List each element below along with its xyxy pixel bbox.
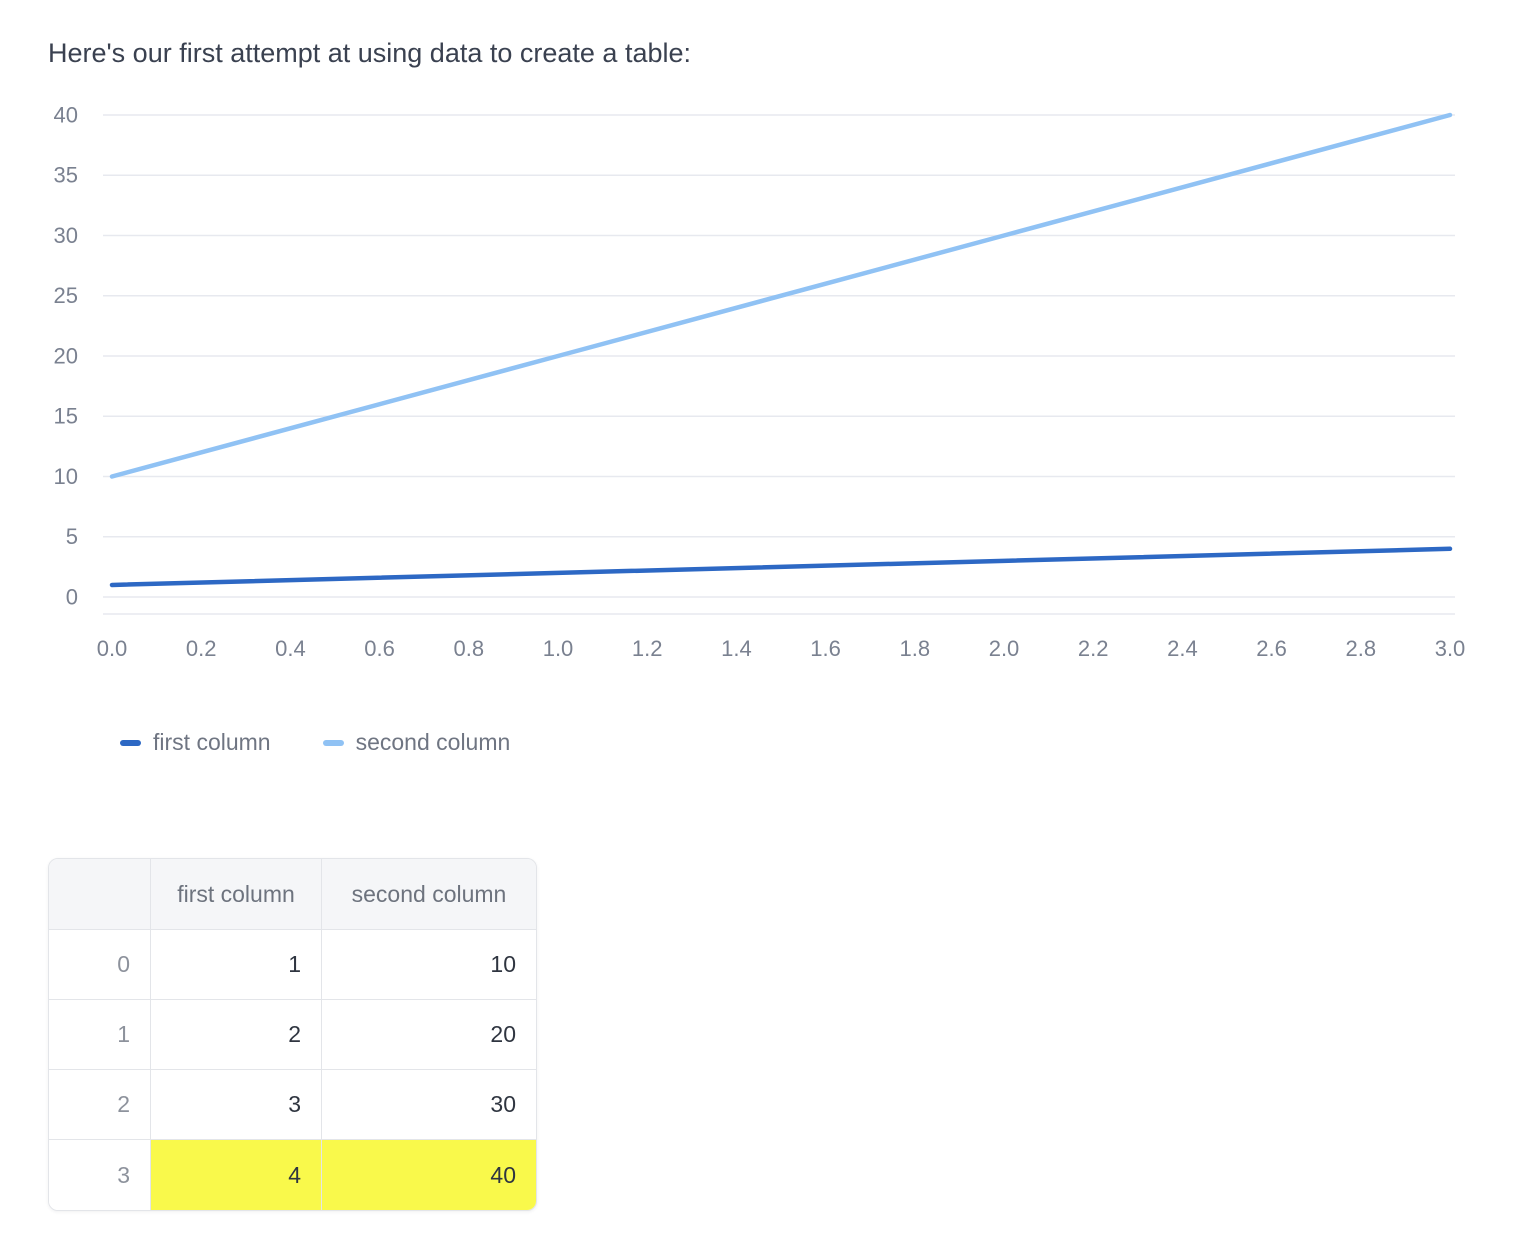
cell-second-column: 10 bbox=[322, 930, 536, 1000]
legend-label-first-column: first column bbox=[153, 729, 271, 755]
legend-label-second-column: second column bbox=[355, 729, 511, 755]
x-tick-label: 0.0 bbox=[97, 636, 128, 661]
legend-item-second-column: second column bbox=[322, 729, 511, 756]
y-tick-label: 10 bbox=[54, 464, 78, 489]
x-tick-label: 0.8 bbox=[454, 636, 485, 661]
x-tick-label: 2.4 bbox=[1167, 636, 1198, 661]
table-row-highlighted: 3 4 40 bbox=[49, 1140, 536, 1210]
y-tick-label: 5 bbox=[66, 524, 78, 549]
row-index: 0 bbox=[49, 930, 151, 1000]
x-tick-label: 1.0 bbox=[543, 636, 574, 661]
x-tick-label: 3.0 bbox=[1435, 636, 1466, 661]
header-first-column: first column bbox=[151, 859, 322, 930]
x-tick-label: 2.2 bbox=[1078, 636, 1109, 661]
cell-first-column: 2 bbox=[151, 1000, 322, 1070]
y-tick-label: 25 bbox=[54, 283, 78, 308]
x-tick-label: 0.6 bbox=[364, 636, 395, 661]
x-tick-label: 1.2 bbox=[632, 636, 663, 661]
x-tick-label: 1.6 bbox=[810, 636, 841, 661]
cell-second-column: 30 bbox=[322, 1070, 536, 1140]
y-tick-label: 35 bbox=[54, 163, 78, 188]
y-tick-label: 20 bbox=[54, 343, 78, 368]
table-row: 1 2 20 bbox=[49, 1000, 536, 1070]
table-header-row: first column second column bbox=[49, 859, 536, 930]
y-tick-label: 30 bbox=[54, 223, 78, 248]
x-tick-label: 1.8 bbox=[900, 636, 931, 661]
y-tick-label: 0 bbox=[66, 584, 78, 609]
chart: 0 5 10 15 20 25 30 35 40 0.0 0.2 0.4 0.6 0.8 1.0 1.2 1.4… bbox=[54, 102, 1466, 661]
header-second-column: second column bbox=[322, 859, 536, 930]
table-row: 2 3 30 bbox=[49, 1070, 536, 1140]
cell-first-column: 4 bbox=[151, 1140, 322, 1210]
x-tick-label: 2.8 bbox=[1346, 636, 1377, 661]
x-tick-label: 0.4 bbox=[275, 636, 306, 661]
table-row: 0 1 10 bbox=[49, 930, 536, 1000]
header-index bbox=[49, 859, 151, 930]
cell-first-column: 1 bbox=[151, 930, 322, 1000]
y-tick-label: 40 bbox=[54, 102, 78, 127]
data-table: first column second column 0 1 10 1 2 20… bbox=[49, 859, 536, 1210]
data-table-container: first column second column 0 1 10 1 2 20… bbox=[48, 858, 537, 1211]
x-tick-label: 0.2 bbox=[186, 636, 217, 661]
cell-second-column: 40 bbox=[322, 1140, 536, 1210]
row-index: 2 bbox=[49, 1070, 151, 1140]
cell-first-column: 3 bbox=[151, 1070, 322, 1140]
legend-item-first-column: first column bbox=[120, 729, 271, 756]
row-index: 3 bbox=[49, 1140, 151, 1210]
legend-swatch-first-column bbox=[120, 739, 141, 746]
row-index: 1 bbox=[49, 1000, 151, 1070]
x-tick-label: 2.0 bbox=[989, 636, 1020, 661]
page-title: Here's our first attempt at using data t… bbox=[48, 38, 691, 68]
chart-legend: first column second column bbox=[120, 729, 510, 756]
series-line-first-column bbox=[109, 546, 1453, 588]
cell-second-column: 20 bbox=[322, 1000, 536, 1070]
x-tick-label: 2.6 bbox=[1256, 636, 1287, 661]
y-tick-label: 15 bbox=[54, 404, 78, 429]
x-tick-label: 1.4 bbox=[721, 636, 752, 661]
legend-swatch-second-column bbox=[322, 739, 344, 746]
series-line-second-column bbox=[109, 112, 1453, 479]
